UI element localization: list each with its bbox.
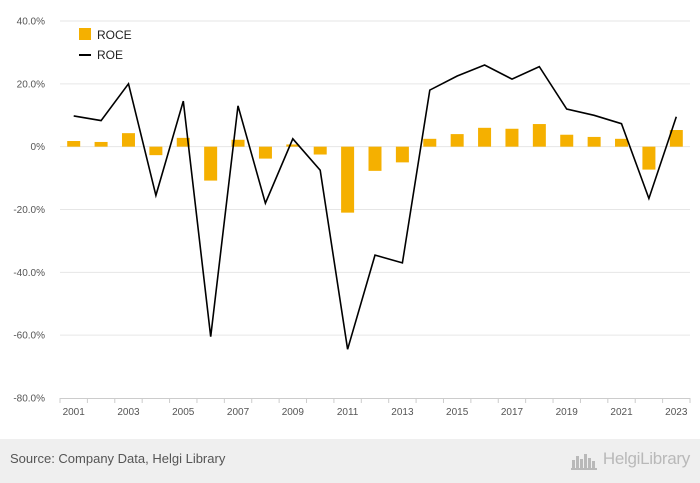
- library-logo-icon: [570, 454, 597, 470]
- x-tick-label: 2009: [282, 407, 305, 418]
- roce-bar: [560, 134, 574, 147]
- footer: Source: Company Data, Helgi Library Helg…: [0, 439, 700, 483]
- x-tick-label: 2007: [227, 407, 250, 418]
- x-tick-label: 2005: [172, 407, 195, 418]
- roce-bar: [94, 141, 108, 147]
- roce-bar: [286, 144, 300, 147]
- x-tick-label: 2015: [446, 407, 469, 418]
- roce-bar: [121, 133, 135, 147]
- roce-bar: [67, 141, 81, 147]
- roce-bar: [532, 124, 546, 147]
- grid-lines: [60, 20, 690, 336]
- roce-bar: [341, 146, 355, 213]
- roce-bars: [67, 124, 683, 213]
- roce-bar: [258, 146, 272, 159]
- x-tick-label: 2001: [63, 407, 86, 418]
- roce-bar: [669, 130, 683, 147]
- y-tick-label: 20.0%: [17, 79, 45, 90]
- x-tick-label: 2019: [556, 407, 579, 418]
- roce-bar: [615, 138, 629, 147]
- roce-bar: [368, 146, 382, 171]
- roce-bar: [505, 128, 519, 147]
- y-tick-label: 40.0%: [17, 17, 45, 28]
- chart: 40.0% 20.0% 0% -20.0% -40.0% -60.0% -80.0% 200…: [13, 17, 691, 418]
- x-tick-label: 2011: [337, 407, 359, 418]
- x-tick-label: 2003: [117, 407, 140, 418]
- y-tick-label: -40.0%: [13, 268, 45, 279]
- roce-bar: [395, 146, 409, 163]
- roce-bar: [176, 137, 190, 147]
- brand-name: HelgiLibrary: [602, 449, 690, 468]
- legend-roce-swatch: [79, 28, 91, 40]
- roe-line: [73, 64, 678, 350]
- roce-bar: [642, 146, 656, 170]
- source-text: Source: Company Data, Helgi Library: [10, 451, 226, 466]
- y-tick-label: 0%: [31, 142, 46, 153]
- x-axis-ticks: 2001 2003 2005 2007 2009 2011 2013 2015 2017 2019…: [63, 407, 688, 418]
- x-tick-label: 2021: [610, 407, 633, 418]
- x-tick-label: 2017: [501, 407, 524, 418]
- y-tick-label: -80.0%: [13, 394, 45, 405]
- roce-bar: [587, 136, 601, 147]
- legend-roce-label: ROCE: [97, 28, 132, 42]
- roce-bar: [231, 139, 245, 147]
- roce-bar: [313, 146, 327, 155]
- legend-roe-label: ROE: [97, 48, 123, 62]
- roce-bar: [478, 127, 492, 147]
- y-tick-label: -60.0%: [13, 331, 45, 342]
- y-tick-label: -20.0%: [13, 205, 45, 216]
- y-axis-ticks: 40.0% 20.0% 0% -20.0% -40.0% -60.0% -80.0%: [13, 17, 45, 405]
- roce-bar: [450, 134, 464, 147]
- legend: ROCE ROE: [79, 28, 132, 62]
- roe-line-group: [73, 64, 678, 350]
- roce-bar: [149, 146, 163, 156]
- roce-bar: [204, 146, 218, 181]
- x-tick-label: 2013: [391, 407, 414, 418]
- x-axis: [59, 398, 691, 403]
- x-tick-label: 2023: [665, 407, 688, 418]
- roce-bar: [423, 138, 437, 147]
- brand: HelgiLibrary: [570, 448, 690, 470]
